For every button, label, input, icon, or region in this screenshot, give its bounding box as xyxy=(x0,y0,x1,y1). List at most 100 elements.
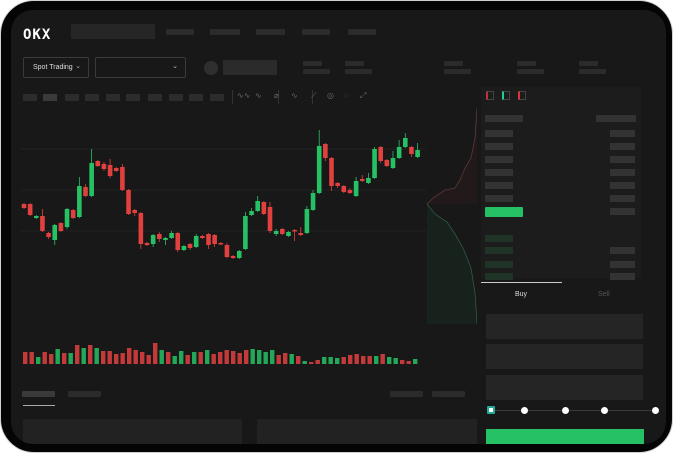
volume-bar xyxy=(140,352,145,364)
candle-body xyxy=(316,146,322,193)
stat-value xyxy=(303,69,330,74)
volume-bar xyxy=(166,352,171,364)
volume-bar xyxy=(406,361,411,364)
timeframe-button[interactable] xyxy=(189,94,203,101)
divider xyxy=(232,90,233,104)
divider xyxy=(312,90,313,104)
candle-body xyxy=(323,144,328,158)
slider-step-75[interactable] xyxy=(601,407,608,414)
pair-select[interactable]: ⌄ xyxy=(95,57,186,78)
slider-step-25[interactable] xyxy=(521,407,528,414)
candle-body xyxy=(341,186,347,192)
volume-bar xyxy=(42,352,47,364)
volume-bar xyxy=(380,354,385,364)
chart-tool-icon[interactable]: ⟋ xyxy=(311,91,317,100)
volume-bar xyxy=(315,360,320,364)
percent-slider-handle[interactable] xyxy=(487,406,495,414)
candle-body xyxy=(218,243,224,245)
candle-body xyxy=(224,245,230,257)
candle-body xyxy=(415,150,420,157)
stat-value xyxy=(345,69,372,74)
timeframe-button[interactable] xyxy=(126,94,140,101)
timeframe-button[interactable] xyxy=(43,94,57,101)
order-book-both-icon[interactable] xyxy=(486,91,494,100)
chart-tool-icon[interactable]: ◌ xyxy=(344,91,349,100)
timeframe-button[interactable] xyxy=(148,94,162,101)
order-book-bids-icon[interactable] xyxy=(502,91,510,100)
candle-body xyxy=(212,235,217,244)
nav-item[interactable] xyxy=(348,29,376,35)
candle-body xyxy=(21,204,27,208)
volume-bar xyxy=(101,351,106,364)
chevron-down-icon: ⌄ xyxy=(75,63,81,70)
chart-tool-icon[interactable]: ∿ xyxy=(255,91,262,100)
nav-item[interactable] xyxy=(210,29,240,35)
bid-depth-line xyxy=(426,203,477,324)
volume-bar xyxy=(120,353,125,364)
volume-bar xyxy=(328,357,333,364)
spot-trading-label: Spot Trading xyxy=(33,64,73,71)
tab-buy[interactable]: Buy xyxy=(515,291,528,298)
ask-price xyxy=(485,143,513,150)
timeframe-button[interactable] xyxy=(85,94,99,101)
volume-bar xyxy=(322,357,327,364)
chart-tool-icon[interactable]: ⌀ xyxy=(274,91,279,100)
search-bar[interactable] xyxy=(71,24,155,39)
bid-depth-area xyxy=(427,204,477,324)
chart-tool-icon[interactable]: ∿∿ xyxy=(237,91,251,100)
slider-step-50[interactable] xyxy=(562,407,569,414)
tab-order-history[interactable] xyxy=(68,391,101,397)
candle-body xyxy=(347,190,353,193)
ask-amount xyxy=(610,130,635,137)
amount-input[interactable] xyxy=(486,344,643,369)
okx-logo: OKX xyxy=(23,27,52,43)
stat-label xyxy=(444,61,463,66)
filter-button[interactable] xyxy=(432,391,465,397)
order-book-asks-icon[interactable] xyxy=(518,91,526,100)
candle-body xyxy=(390,158,396,168)
volume-bar xyxy=(211,354,216,364)
chart-tool-icon[interactable]: ∿ xyxy=(291,91,298,100)
candle-body xyxy=(206,234,211,245)
nav-item[interactable] xyxy=(166,29,194,35)
last-price xyxy=(485,207,523,217)
ask-price xyxy=(485,169,513,176)
nav-item[interactable] xyxy=(256,29,285,35)
candle-body xyxy=(107,165,113,176)
tab-sell[interactable]: Sell xyxy=(598,291,610,298)
candle-body xyxy=(138,213,144,244)
timeframe-button[interactable] xyxy=(23,94,37,101)
slider-step-100[interactable] xyxy=(652,407,659,414)
chart-tool-icon[interactable]: ◎ xyxy=(327,91,334,100)
candle-body xyxy=(292,230,297,232)
timeframe-button[interactable] xyxy=(65,94,79,101)
total-input[interactable] xyxy=(486,375,643,400)
volume-bar xyxy=(36,357,41,364)
volume-bar xyxy=(224,350,229,364)
buy-button[interactable] xyxy=(486,429,644,444)
tab-open-orders[interactable] xyxy=(22,391,55,397)
stat-label xyxy=(517,61,536,66)
bid-price xyxy=(485,247,513,254)
nav-item[interactable] xyxy=(302,29,330,35)
depth-chart xyxy=(426,108,477,324)
timeframe-button[interactable] xyxy=(169,94,183,101)
spot-trading-select[interactable]: Spot Trading ⌄ xyxy=(23,57,89,78)
ask-price xyxy=(485,130,513,137)
chart-tool-icon[interactable]: ⤢ xyxy=(360,91,367,100)
price-input[interactable] xyxy=(486,314,643,339)
volume-bar xyxy=(49,354,54,364)
filter-button[interactable] xyxy=(390,391,423,397)
ask-amount xyxy=(610,195,635,202)
timeframe-button[interactable] xyxy=(210,94,224,101)
trading-screen: OKX Spot Trading ⌄ ⌄ ∿∿ ∿ ⌀ ∿ ⟋ ◎ ◌ ⤢ Buy Sell xyxy=(11,10,666,444)
candle-body xyxy=(89,163,94,196)
timeframe-button[interactable] xyxy=(106,94,120,101)
candle-body xyxy=(193,236,199,247)
percent-slider-track[interactable] xyxy=(491,410,657,411)
volume-bar xyxy=(172,356,177,364)
volume-bar xyxy=(361,356,366,364)
volume-bar xyxy=(367,356,372,364)
volume-bar xyxy=(29,352,34,364)
candle-body xyxy=(150,235,156,244)
